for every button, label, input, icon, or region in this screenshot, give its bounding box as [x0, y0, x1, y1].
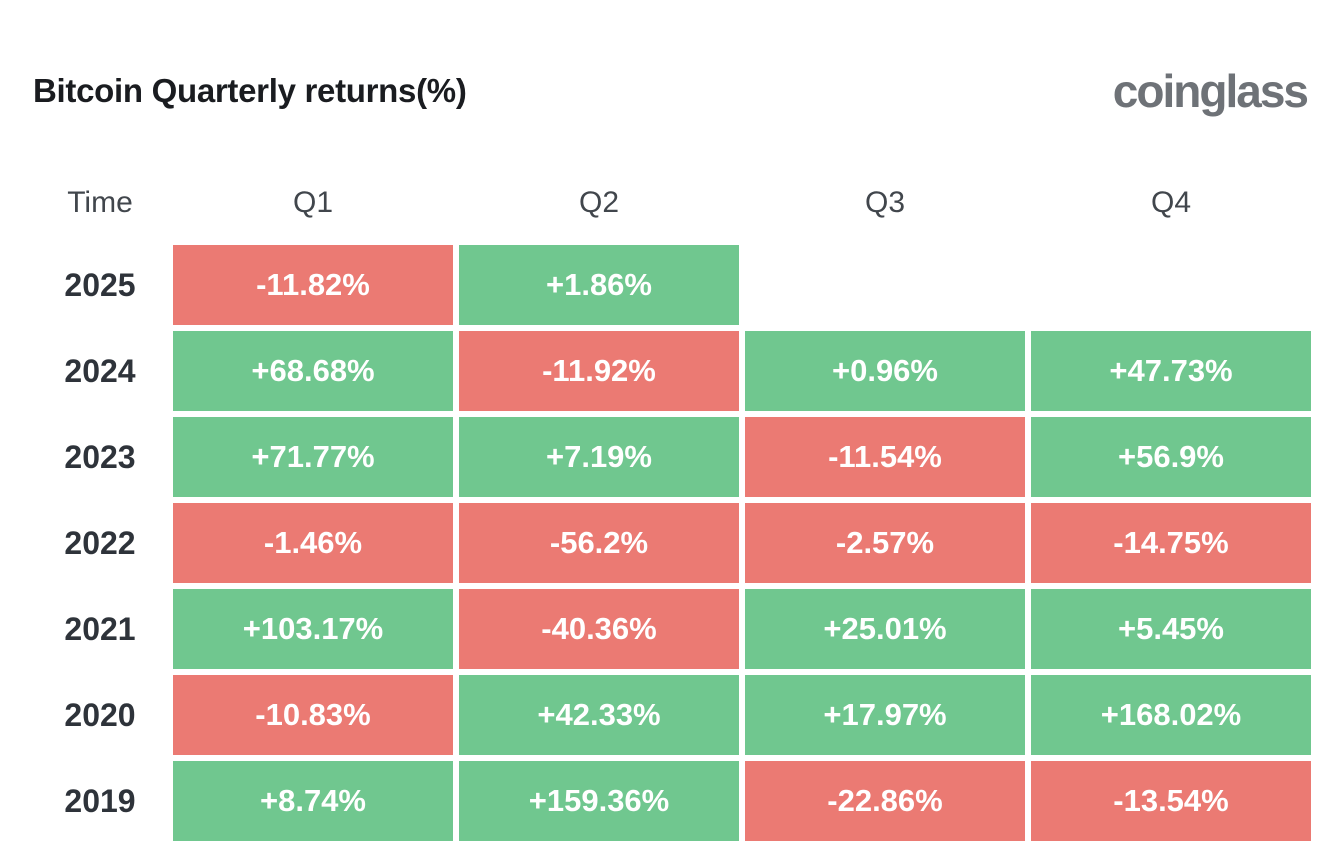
table-row-2020: 2020 -10.83% +42.33% +17.97% +168.02% [33, 675, 1311, 755]
cell-2025-q3 [745, 245, 1025, 325]
header-bar: Bitcoin Quarterly returns(%) coinglass [33, 62, 1309, 120]
cell-2023-q2: +7.19% [459, 417, 739, 497]
column-header-q3: Q3 [864, 186, 906, 219]
cell-2020-q1: -10.83% [173, 675, 453, 755]
cell-2024-q3: +0.96% [745, 331, 1025, 411]
cell-2025-q2: +1.86% [459, 245, 739, 325]
cell-2021-q2: -40.36% [459, 589, 739, 669]
year-label-2023: 2023 [64, 438, 136, 475]
cell-2019-q2: +159.36% [459, 761, 739, 841]
table-row-2023: 2023 +71.77% +7.19% -11.54% +56.9% [33, 417, 1311, 497]
cell-2024-q4: +47.73% [1031, 331, 1311, 411]
cell-2021-q1: +103.17% [173, 589, 453, 669]
coinglass-logo[interactable]: coinglass [1112, 65, 1309, 117]
year-label-2024: 2024 [64, 352, 136, 389]
cell-2020-q3: +17.97% [745, 675, 1025, 755]
column-header-q4: Q4 [1150, 186, 1192, 219]
table-row-2021: 2021 +103.17% -40.36% +25.01% +5.45% [33, 589, 1311, 669]
column-header-q2: Q2 [578, 186, 620, 219]
cell-2022-q1: -1.46% [173, 503, 453, 583]
year-label-2020: 2020 [64, 696, 136, 733]
year-label-2025: 2025 [64, 266, 136, 303]
cell-2023-q1: +71.77% [173, 417, 453, 497]
column-header-time: Time [67, 186, 133, 219]
cell-2019-q3: -22.86% [745, 761, 1025, 841]
cell-2022-q3: -2.57% [745, 503, 1025, 583]
cell-2025-q4 [1031, 245, 1311, 325]
cell-2021-q4: +5.45% [1031, 589, 1311, 669]
cell-2024-q2: -11.92% [459, 331, 739, 411]
cell-2019-q4: -13.54% [1031, 761, 1311, 841]
cell-2020-q4: +168.02% [1031, 675, 1311, 755]
cell-2019-q1: +8.74% [173, 761, 453, 841]
page-title: Bitcoin Quarterly returns(%) [33, 72, 467, 109]
table-header-row: Time Q1 Q2 Q3 Q4 [33, 185, 1311, 221]
cell-2021-q3: +25.01% [745, 589, 1025, 669]
cell-2023-q4: +56.9% [1031, 417, 1311, 497]
table-row-2025: 2025 -11.82% +1.86% [33, 245, 1311, 325]
column-header-q1: Q1 [292, 186, 334, 219]
table-row-2024: 2024 +68.68% -11.92% +0.96% +47.73% [33, 331, 1311, 411]
table-row-2022: 2022 -1.46% -56.2% -2.57% -14.75% [33, 503, 1311, 583]
cell-2023-q3: -11.54% [745, 417, 1025, 497]
cell-2022-q2: -56.2% [459, 503, 739, 583]
cell-2025-q1: -11.82% [173, 245, 453, 325]
quarterly-returns-table: Time Q1 Q2 Q3 Q4 2025 -11.82% +1.86% 202… [33, 185, 1311, 847]
cell-2024-q1: +68.68% [173, 331, 453, 411]
year-label-2022: 2022 [64, 524, 136, 561]
cell-2022-q4: -14.75% [1031, 503, 1311, 583]
year-label-2021: 2021 [64, 610, 136, 647]
year-label-2019: 2019 [64, 782, 136, 819]
table-row-2019: 2019 +8.74% +159.36% -22.86% -13.54% [33, 761, 1311, 841]
cell-2020-q2: +42.33% [459, 675, 739, 755]
